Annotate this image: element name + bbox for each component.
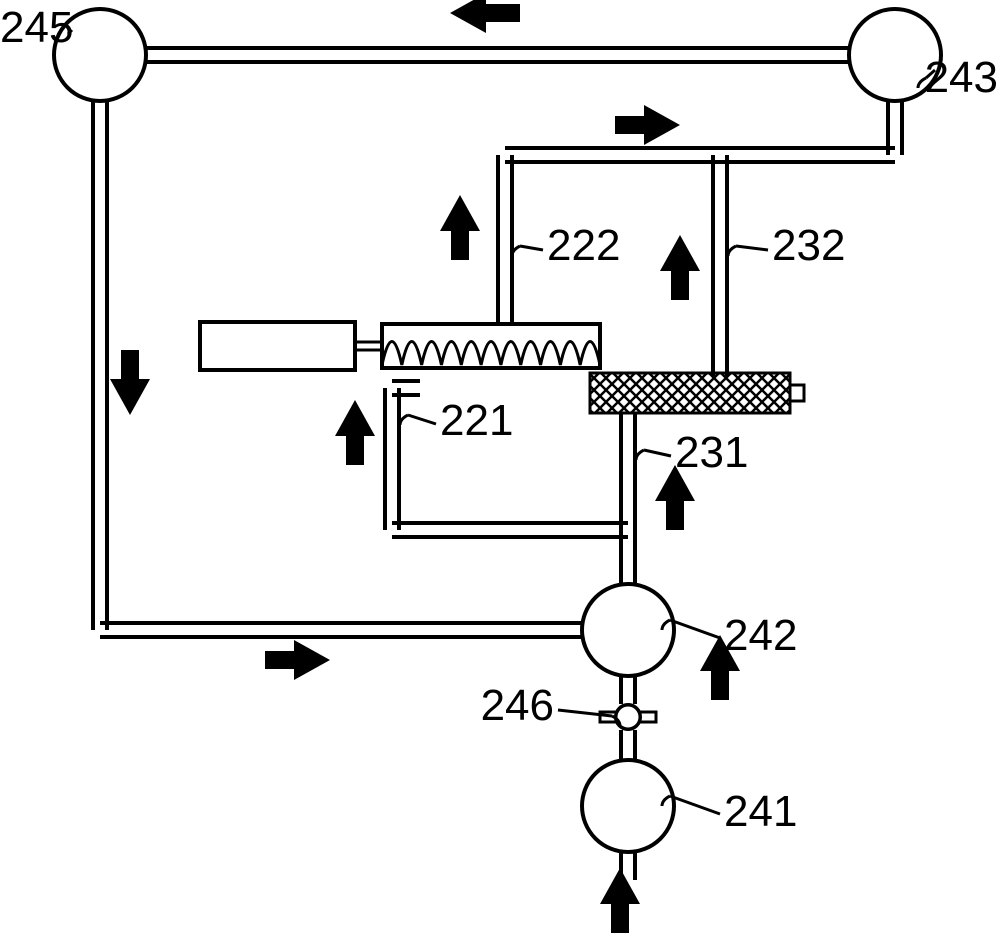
leader-hook-241 xyxy=(662,796,670,806)
label-245: 245 xyxy=(0,3,73,52)
heat-exchanger xyxy=(590,373,790,413)
label-241: 241 xyxy=(724,787,797,836)
leader-241 xyxy=(670,796,720,814)
valve-arm-right xyxy=(640,712,656,722)
leader-232 xyxy=(736,246,768,250)
flow-arrow-top-left-arrow xyxy=(450,0,520,33)
label-222: 222 xyxy=(547,221,620,270)
flow-arrow-221-up-arrow xyxy=(335,400,375,465)
label-221: 221 xyxy=(440,396,513,445)
flow-arrow-222-up-arrow xyxy=(440,195,480,260)
node-n242 xyxy=(582,584,674,676)
label-231: 231 xyxy=(675,428,748,477)
label-242: 242 xyxy=(724,611,797,660)
flow-arrow-left-down-arrow xyxy=(110,350,150,415)
leader-hook-231 xyxy=(636,450,644,460)
leader-222 xyxy=(520,246,543,250)
leader-hook-242 xyxy=(662,620,670,630)
leader-231 xyxy=(644,450,671,456)
flow-arrow-merge-right-arrow xyxy=(615,105,680,145)
leader-221 xyxy=(408,415,436,424)
leader-hook-221 xyxy=(400,415,408,425)
leader-242 xyxy=(670,620,720,638)
node-n241 xyxy=(582,760,674,852)
heat-exchanger-port xyxy=(790,385,804,401)
actuator-body xyxy=(200,322,355,370)
label-243: 243 xyxy=(925,53,998,102)
leader-hook-232 xyxy=(728,246,736,256)
flow-arrow-232-up-arrow xyxy=(660,235,700,300)
label-232: 232 xyxy=(772,221,845,270)
flow-arrow-bottom-right-along xyxy=(265,640,330,680)
label-246: 246 xyxy=(481,681,554,730)
